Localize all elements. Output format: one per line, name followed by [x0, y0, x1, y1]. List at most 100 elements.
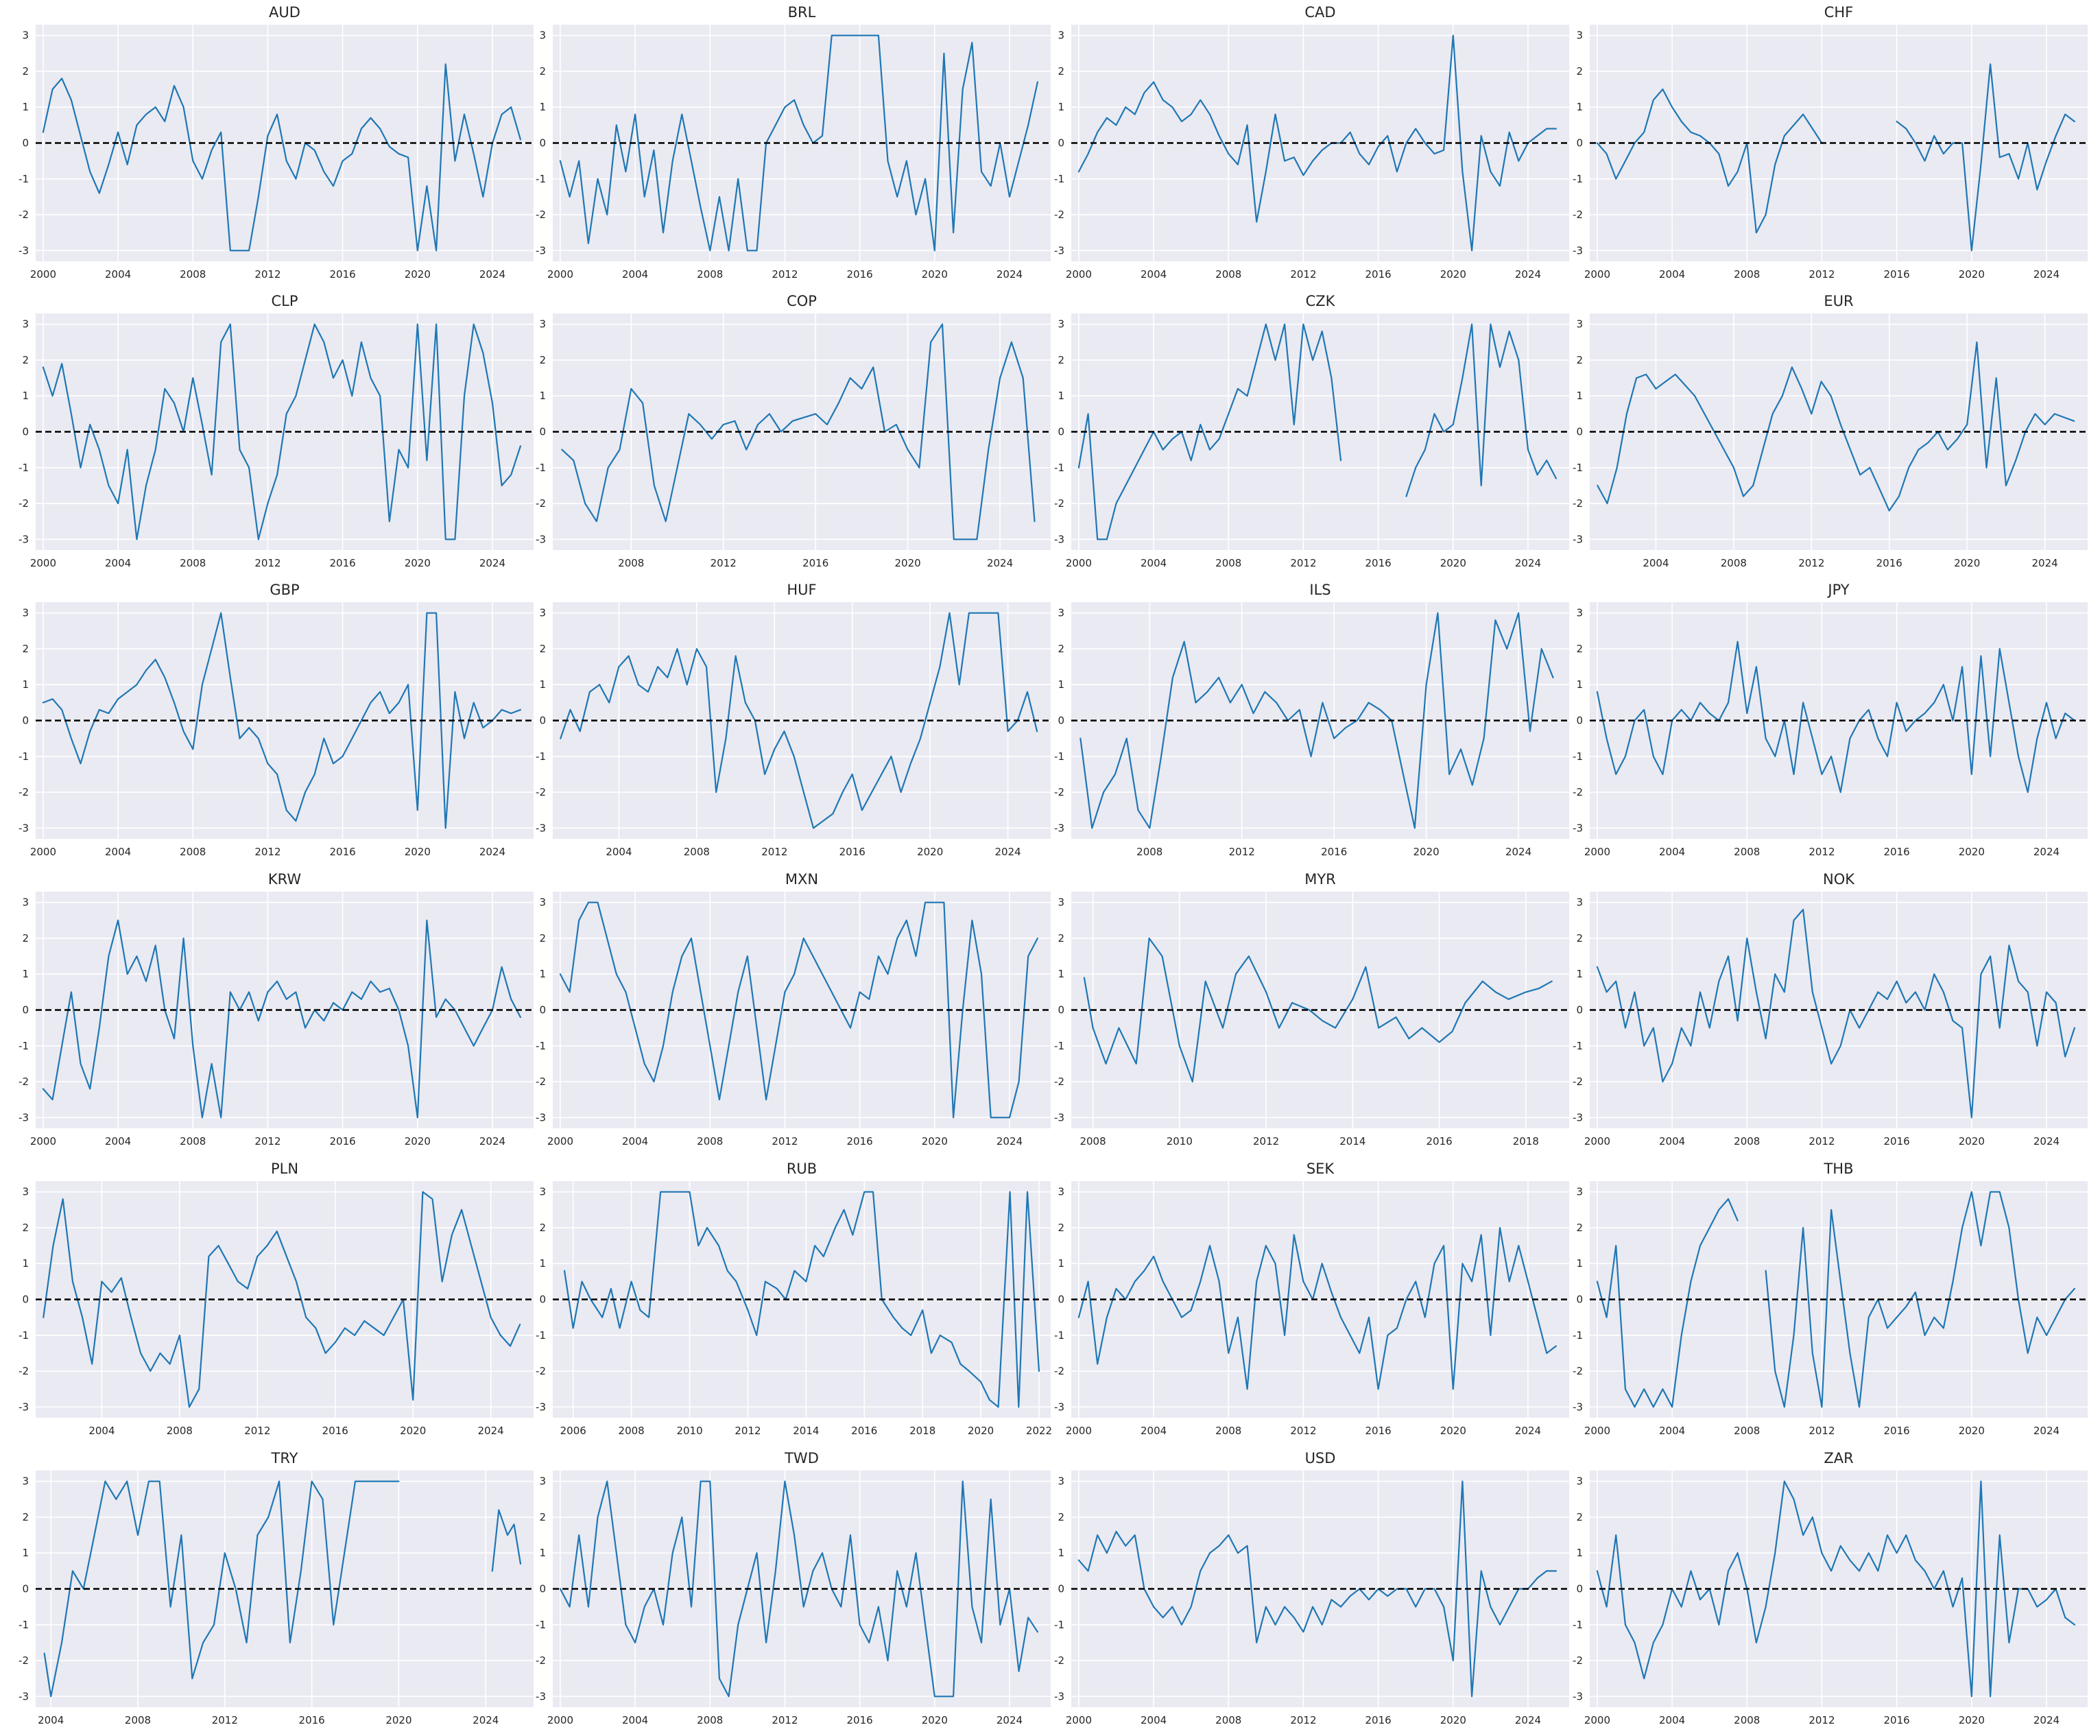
x-tick-label: 2024: [2032, 557, 2058, 569]
y-tick-label: -3: [1573, 1401, 1583, 1413]
x-tick-label: 2020: [1959, 1135, 1985, 1148]
x-tick-label: 2000: [1066, 557, 1092, 569]
y-tick-label: -3: [1054, 1690, 1064, 1702]
panel-title: RUB: [787, 1161, 817, 1177]
y-tick-label: 0: [539, 1294, 546, 1306]
y-tick-label: 0: [1576, 1004, 1583, 1016]
x-tick-label: 2008: [1734, 1135, 1760, 1148]
y-tick-label: 3: [1058, 607, 1064, 619]
y-tick-label: 1: [1576, 968, 1583, 980]
x-tick-label: 2020: [400, 1425, 426, 1437]
y-tick-label: 0: [1058, 426, 1064, 438]
y-tick-label: -3: [19, 822, 29, 834]
x-tick-label: 2004: [38, 1714, 64, 1726]
x-tick-label: 2016: [330, 846, 356, 858]
y-tick-label: 0: [1576, 137, 1583, 150]
y-tick-label: -2: [1054, 1075, 1064, 1088]
y-tick-label: -2: [19, 1365, 29, 1377]
x-tick-label: 2000: [1066, 1425, 1092, 1437]
y-tick-label: 0: [539, 426, 546, 438]
x-tick-label: 2008: [1734, 268, 1760, 281]
y-tick-label: 2: [1576, 643, 1583, 655]
panel-cop: 3 2 1 0 -1 -2 -3 2008 2012 2016 2020 2024 COP: [536, 293, 1051, 569]
x-tick-label: 2016: [847, 1714, 873, 1726]
x-tick-label: 2004: [1141, 1425, 1167, 1437]
y-tick-label: 0: [22, 426, 29, 438]
y-tick-label: 0: [1058, 715, 1064, 727]
y-tick-label: 3: [1058, 1475, 1064, 1488]
x-tick-label: 2012: [212, 1714, 238, 1726]
y-tick-label: 3: [539, 318, 546, 331]
y-tick-label: -1: [1573, 1619, 1583, 1631]
y-tick-label: 2: [1058, 932, 1064, 944]
y-tick-label: -3: [19, 533, 29, 545]
y-tick-label: -2: [536, 1654, 546, 1667]
x-tick-label: 2008: [1734, 1425, 1760, 1437]
y-tick-label: -1: [19, 462, 29, 474]
series-line: [563, 1191, 1040, 1408]
series-line: [1077, 323, 1557, 540]
y-tick-label: -1: [1054, 1619, 1064, 1631]
y-tick-label: 1: [1058, 968, 1064, 980]
y-tick-label: 3: [539, 607, 546, 619]
panel-title: CHF: [1824, 4, 1854, 21]
panel-title: JPY: [1826, 582, 1849, 598]
y-tick-label: -2: [536, 497, 546, 510]
x-tick-label: 2008: [1734, 1714, 1760, 1726]
x-tick-label: 2012: [772, 268, 798, 281]
x-tick-label: 2004: [1141, 557, 1167, 569]
x-tick-label: 2004: [1141, 1714, 1167, 1726]
y-tick-label: 0: [22, 1004, 29, 1016]
x-tick-label: 2000: [547, 1714, 573, 1726]
x-tick-label: 2012: [772, 1714, 798, 1726]
y-tick-label: 0: [1058, 1294, 1064, 1306]
x-tick-label: 2004: [622, 1135, 648, 1148]
y-tick-label: 1: [1058, 1257, 1064, 1270]
y-tick-label: 1: [539, 968, 546, 980]
y-tick-label: 2: [539, 932, 546, 944]
x-tick-label: 2012: [254, 1135, 281, 1148]
x-tick-label: 2024: [1505, 846, 1531, 858]
x-tick-label: 2008: [1079, 1135, 1106, 1148]
panel-title: TWD: [784, 1450, 819, 1466]
y-tick-label: 1: [22, 1257, 29, 1270]
y-tick-label: 3: [1576, 29, 1583, 42]
x-tick-label: 2016: [1884, 1135, 1910, 1148]
y-tick-label: 3: [539, 29, 546, 42]
x-tick-label: 2008: [619, 1425, 645, 1437]
series-line: [1083, 937, 1553, 1083]
y-tick-label: 2: [539, 65, 546, 78]
y-tick-label: 2: [1058, 1222, 1064, 1234]
panel-title: AUD: [269, 4, 300, 21]
series-line: [1079, 612, 1554, 829]
x-tick-label: 2024: [997, 268, 1023, 281]
y-tick-label: -1: [536, 1329, 546, 1342]
y-tick-label: -2: [1054, 786, 1064, 798]
y-tick-label: 3: [539, 896, 546, 909]
panel-title: MXN: [785, 871, 818, 888]
x-tick-label: 2024: [987, 557, 1013, 569]
y-tick-label: -1: [1054, 750, 1064, 763]
x-tick-label: 2010: [676, 1425, 702, 1437]
panel-title: MYR: [1304, 871, 1336, 888]
y-tick-label: 3: [1576, 1186, 1583, 1198]
x-tick-label: 2020: [922, 1135, 948, 1148]
x-tick-label: 2020: [1959, 1714, 1985, 1726]
y-tick-label: 0: [1576, 1583, 1583, 1595]
x-tick-label: 2008: [684, 846, 710, 858]
y-tick-label: 1: [539, 1547, 546, 1559]
panel-title: BRL: [788, 4, 816, 21]
x-tick-label: 2012: [1290, 1714, 1316, 1726]
y-tick-label: -3: [1054, 244, 1064, 257]
x-tick-label: 2016: [299, 1714, 325, 1726]
y-tick-label: -1: [1054, 173, 1064, 185]
x-tick-label: 2008: [618, 557, 644, 569]
